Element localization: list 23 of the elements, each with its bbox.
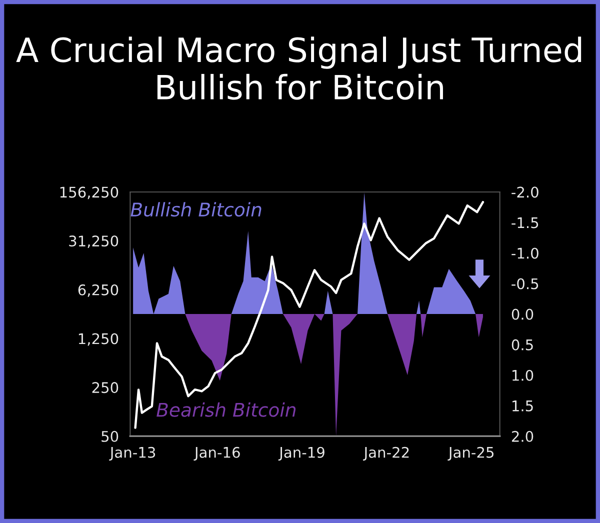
x-tick-label: Jan-22 [363,446,409,461]
y2-tick-label: 1.5 [512,400,533,412]
y2-tick-label: 2.0 [512,430,534,442]
x-tick-label: Jan-25 [448,446,494,461]
y-tick-label: 31,250 [69,236,118,248]
y-tick-label: 6,250 [78,284,118,297]
series-label: Bearish Bitcoin [156,402,296,417]
chart-title: A Crucial Macro Signal Just Turned Bullish for Bitcoin [16,36,582,100]
y-tick-label: 1,250 [78,333,118,346]
x-tick-label: Jan-19 [278,446,324,461]
y-tick-label: 250 [92,382,118,394]
y-tick-label: 156,250 [60,186,118,200]
x-tick-label: Jan-13 [109,446,156,461]
series-label: Bullish Bitcoin [130,202,262,217]
y2-tick-label: 0.0 [512,308,534,320]
x-tick-label: Jan-16 [194,446,240,461]
y2-tick-label: 0.5 [512,339,533,350]
y2-tick-label: -1.5 [512,217,538,228]
y2-tick-label: -2.0 [512,186,538,198]
y2-tick-label: -0.5 [512,278,538,290]
y2-tick-label: -1.0 [512,248,538,259]
y2-tick-label: 1.0 [512,370,534,381]
y-tick-label: 50 [102,430,118,442]
